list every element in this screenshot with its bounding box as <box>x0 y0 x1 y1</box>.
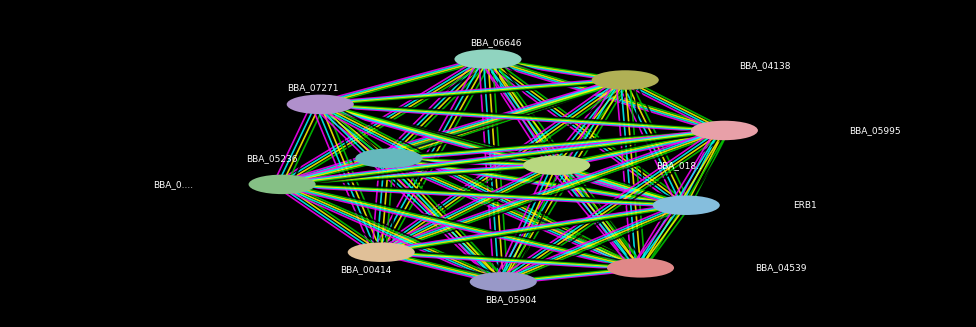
Text: BBA_07271: BBA_07271 <box>287 83 339 92</box>
Ellipse shape <box>249 175 315 194</box>
Text: BBA_018..: BBA_018.. <box>656 161 702 170</box>
Text: BBA_05236: BBA_05236 <box>246 154 298 163</box>
Text: BBA_04138: BBA_04138 <box>740 61 792 71</box>
Ellipse shape <box>523 156 590 175</box>
Ellipse shape <box>455 49 521 69</box>
Ellipse shape <box>355 148 423 168</box>
Ellipse shape <box>607 258 674 278</box>
Ellipse shape <box>287 95 354 114</box>
Ellipse shape <box>347 242 415 262</box>
Text: BBA_04539: BBA_04539 <box>754 263 806 272</box>
Text: BBA_0....: BBA_0.... <box>153 180 193 189</box>
Text: BBA_05904: BBA_05904 <box>485 295 537 304</box>
Text: ERB1: ERB1 <box>793 201 817 210</box>
Text: BBA_06646: BBA_06646 <box>469 38 521 47</box>
Ellipse shape <box>469 272 537 291</box>
Ellipse shape <box>653 196 720 215</box>
Text: BBA_05995: BBA_05995 <box>849 126 901 135</box>
Text: BBA_00414: BBA_00414 <box>341 265 391 274</box>
Ellipse shape <box>591 70 659 90</box>
Ellipse shape <box>691 121 758 140</box>
